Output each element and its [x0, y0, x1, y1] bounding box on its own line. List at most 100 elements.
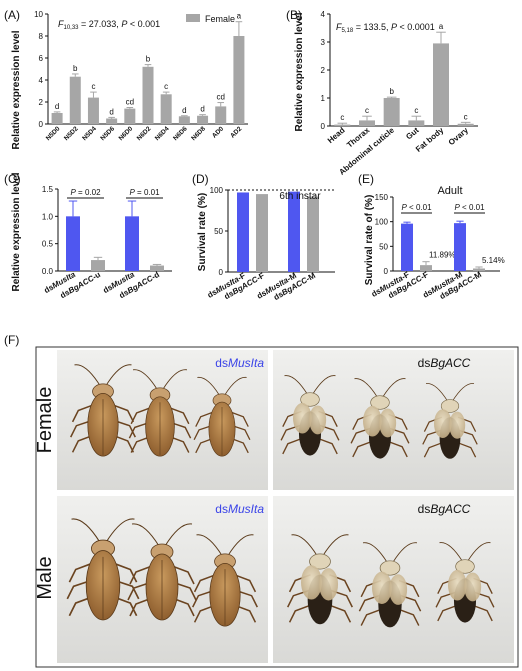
leg [68, 562, 93, 583]
cockroach-normal [128, 369, 192, 457]
significance-letter: c [164, 82, 168, 91]
panel-e-title: Adult [437, 185, 462, 197]
category-label: N5D2 [63, 125, 80, 142]
y-tick-label: 2 [39, 98, 44, 107]
row-label-female: Female [34, 387, 56, 454]
leg [129, 597, 153, 617]
panel-f: (F) Female Male dsMusIta dsBgACC dsMusIt… [4, 333, 519, 668]
antenna [312, 375, 336, 395]
bar-dsBgACC-M [307, 196, 319, 272]
antenna [131, 523, 160, 547]
crumpled-wing [372, 571, 392, 604]
leg [388, 440, 408, 458]
panel-f-letter: (F) [4, 333, 19, 347]
bar-N6D2 [142, 66, 154, 124]
category-label: Ovary [447, 125, 471, 147]
panel-b-letter: (B) [286, 8, 302, 22]
crumpled-wing [389, 574, 408, 605]
panel-a-ylabel: Relative expression level [11, 30, 22, 149]
panel-e: (E) Survival rate of (%) 050100150dsMusI… [358, 172, 505, 301]
y-tick-label: 0 [219, 268, 224, 277]
antenna [164, 523, 193, 547]
leg [195, 437, 215, 454]
panel-c-letter: (C) [4, 172, 21, 186]
panel-d: (D) Survival rate (%) 050100dsMusIta-Fds… [192, 172, 335, 302]
cockroach-abnormal [350, 378, 410, 459]
panel-d-chart: 050100dsMusIta-FdsBgACC-FdsMusIta-MdsBgA… [206, 186, 335, 302]
bar-dsBgACC-F [420, 265, 432, 271]
category-label: N6D6 [172, 125, 189, 142]
leg [130, 435, 152, 453]
panel-e-ylabel: Survival rate of (%) [364, 195, 375, 286]
leg [352, 440, 372, 458]
category-label: AD0 [211, 125, 225, 139]
antenna [197, 376, 220, 396]
cockroach-abnormal [422, 383, 478, 459]
leg [113, 562, 138, 583]
panel-c-ylabel: Relative expression level [11, 172, 22, 291]
y-tick-label: 50 [214, 227, 223, 236]
significance-letter: a [237, 12, 242, 21]
y-tick-label: 8 [39, 32, 44, 41]
bar-dsMusIta [66, 216, 80, 271]
leg [112, 404, 135, 423]
p-value-label: P = 0.01 [129, 188, 160, 197]
category-label: N6D0 [118, 125, 135, 142]
panel-d-ylabel: Survival rate (%) [197, 193, 208, 271]
antenna [425, 383, 448, 402]
cockroach-illustrations [66, 364, 495, 628]
y-tick-label: 4 [39, 76, 44, 85]
cockroach-normal [70, 364, 136, 457]
y-tick-label: 10 [34, 10, 43, 19]
category-label: N5D6 [99, 125, 116, 142]
bar-dsMusIta-M [454, 223, 466, 271]
significance-letter: c [340, 113, 344, 122]
antenna [224, 376, 247, 396]
significance-letter: cd [126, 98, 134, 107]
antenna [105, 364, 132, 387]
category-label: N6D4 [154, 125, 171, 142]
cockroach-normal [193, 376, 251, 457]
leg [71, 404, 94, 423]
category-label: Head [326, 126, 347, 146]
panel-a-legend-swatch [186, 14, 200, 22]
y-tick-label: 50 [379, 242, 388, 251]
significance-letter: d [55, 102, 59, 111]
antenna [71, 518, 101, 543]
p-value-label: P < 0.01 [401, 203, 432, 212]
bar-Head [334, 124, 351, 126]
significance-letter: c [414, 106, 418, 115]
panel-d-letter: (D) [192, 172, 209, 186]
bar-dsBgACC-M [473, 268, 485, 271]
leg [193, 604, 216, 623]
panel-d-title: 6th instar [279, 191, 321, 202]
leg [129, 565, 153, 585]
significance-letter: b [73, 64, 78, 73]
leg [195, 411, 215, 427]
panel-a-letter: (A) [4, 8, 20, 22]
panel-a: (A) Relative expression level F10,33 = 2… [4, 8, 248, 149]
category-label: N5D4 [81, 125, 98, 142]
y-tick-label: 0 [321, 122, 326, 131]
crumpled-wing [379, 408, 397, 438]
leg [473, 604, 493, 622]
leg [171, 597, 195, 617]
bar-dsBgACC-d [150, 265, 164, 271]
panel-b-stats: F5,18 = 133.5, P < 0.0001 [336, 22, 435, 34]
y-tick-label: 1 [321, 94, 326, 103]
leg [329, 604, 352, 623]
antenna [354, 378, 378, 398]
leg [234, 574, 257, 593]
y-tick-label: 0.0 [42, 267, 54, 276]
crumpled-wing [301, 565, 322, 600]
leg [457, 442, 477, 458]
cockroach-abnormal [287, 534, 353, 625]
antenna [162, 369, 188, 390]
pronotum [309, 553, 331, 570]
y-tick-label: 100 [210, 186, 224, 195]
pronotum [370, 395, 390, 410]
leg [168, 435, 190, 453]
bar-N5D4 [87, 97, 99, 124]
bar-AD0 [215, 106, 227, 124]
